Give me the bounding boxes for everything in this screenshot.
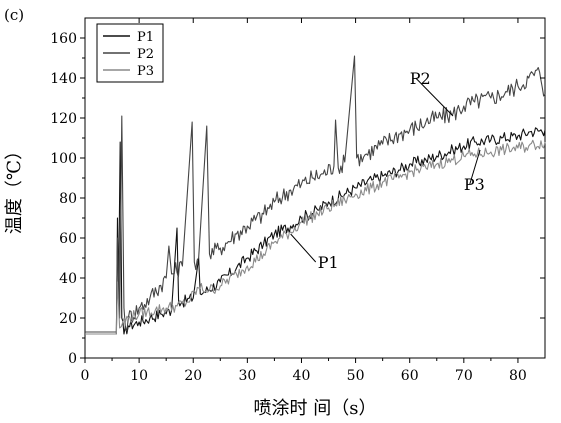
annotation-label-p3: P3 xyxy=(464,175,485,194)
legend-label-p2: P2 xyxy=(137,47,154,62)
panel-label: (c) xyxy=(4,6,24,24)
y-tick-label: 40 xyxy=(59,271,77,287)
series-line-p3 xyxy=(85,139,546,335)
annotation-leader-p2 xyxy=(415,77,454,117)
x-axis-label: 喷涂时 间（s） xyxy=(254,398,377,419)
legend-label-p1: P1 xyxy=(137,30,154,45)
annotation-layer: P1 P2 P3 xyxy=(290,69,485,272)
x-tick-label: 60 xyxy=(401,368,419,384)
x-tick-label: 30 xyxy=(238,368,256,384)
y-tick-label: 140 xyxy=(50,71,77,87)
y-tick-label: 60 xyxy=(59,231,77,247)
y-tick-label: 120 xyxy=(50,111,77,127)
annotation-leader-p1 xyxy=(290,233,317,263)
y-tick-label: 0 xyxy=(68,351,77,367)
series-layer xyxy=(85,55,546,335)
x-tick-label: 20 xyxy=(184,368,202,384)
y-tick-label: 20 xyxy=(59,311,77,327)
series-line-p2 xyxy=(85,55,546,333)
x-tick-label: 70 xyxy=(455,368,473,384)
x-tick-label: 50 xyxy=(347,368,365,384)
annotation-label-p2: P2 xyxy=(410,69,431,88)
x-tick-label: 0 xyxy=(81,368,90,384)
plot-area: 0 10 20 30 40 50 60 70 80 020406080100120140160 … xyxy=(50,17,546,384)
y-axis-label: 温度（℃） xyxy=(4,142,25,234)
x-axis-ticks: 0 10 20 30 40 50 60 70 80 xyxy=(81,18,527,384)
x-tick-label: 10 xyxy=(130,368,148,384)
y-axis-ticks: 0 20 40 60 80 100 120 140 160 xyxy=(50,31,545,367)
legend: P1 P2 P3 xyxy=(96,23,164,83)
y-tick-label: 160 xyxy=(50,31,77,47)
legend-label-p3: P3 xyxy=(137,64,154,79)
annotation-leader-p3 xyxy=(469,149,481,185)
y-tick-label: 100 xyxy=(50,151,77,167)
annotation-label-p1: P1 xyxy=(318,253,339,272)
x-tick-label: 80 xyxy=(509,368,527,384)
series-line-p1 xyxy=(85,127,546,335)
plot-frame xyxy=(84,17,546,359)
x-tick-label: 40 xyxy=(293,368,311,384)
y-tick-label: 80 xyxy=(59,191,77,207)
